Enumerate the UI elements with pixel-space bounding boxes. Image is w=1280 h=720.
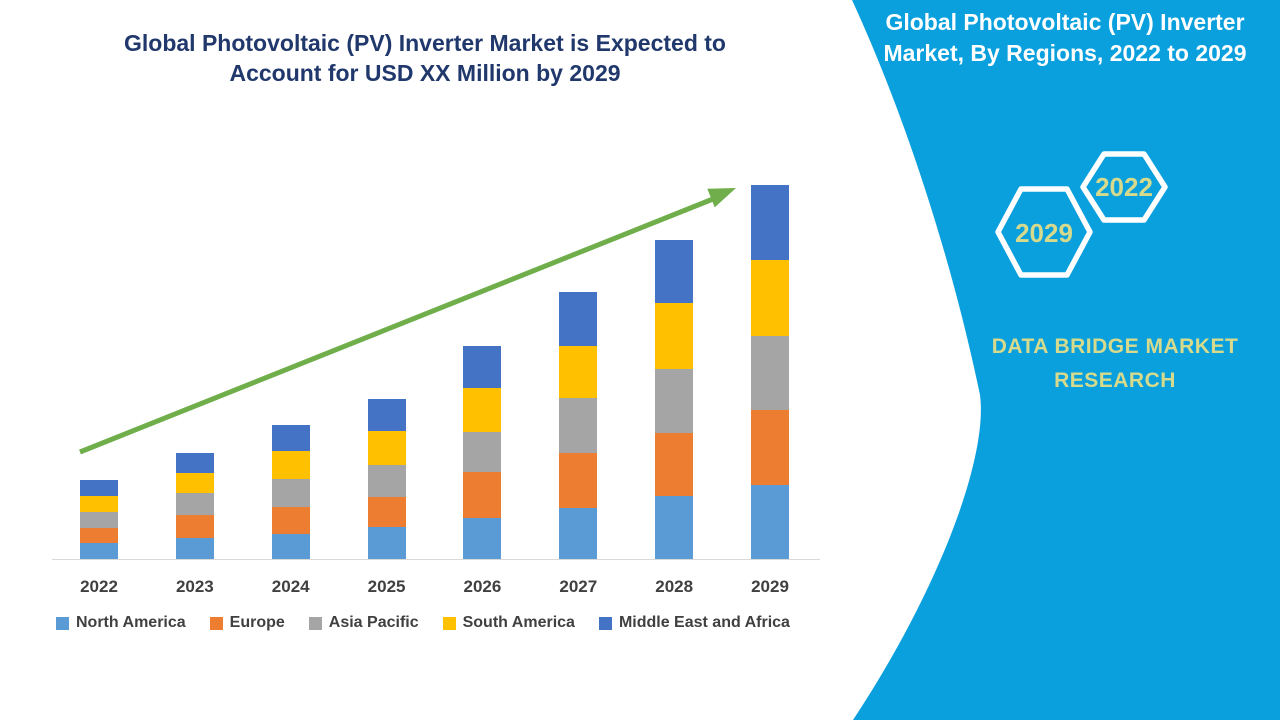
x-axis-line [52,559,820,560]
bar-2023-segment-north-america [175,538,214,559]
plot-area [52,159,798,559]
bar-2023-segment-asia-pacific [175,493,214,515]
chart-title-line1: Global Photovoltaic (PV) Inverter Market… [124,30,726,56]
x-axis-label-2029: 2029 [751,577,789,596]
hexagon-2022: 2022 [1080,151,1168,223]
hexagon-2029: 2029 [995,186,1093,278]
x-axis-label-2022: 2022 [80,577,118,596]
bar-2022-segment-asia-pacific [80,512,118,528]
chart-title-line2: Account for USD XX Million by 2029 [229,60,621,86]
legend-label-south-america: South America [462,614,575,631]
legend: North America Europe Asia Pacific South Ame… [56,614,790,632]
legend-swatch-asia-pacific [308,616,322,630]
bar-2027 [559,292,598,559]
chart-title: Global Photovoltaic (PV) Inverter Market… [52,28,798,88]
bar-2023-segment-europe [175,515,214,538]
bar-2024-segment-north-america [271,534,310,559]
bar-2023 [175,453,214,559]
bar-2024-segment-asia-pacific [271,479,310,507]
bar-2022-segment-middle-east-and-africa [80,480,118,496]
x-axis-label-2028: 2028 [655,577,694,596]
bar-2025-segment-europe [367,497,406,527]
x-axis-labels: 2022 2023 2024 2025 2026 2027 2028 2029 [52,577,798,599]
panel-title-line1: Global Photovoltaic (PV) Inverter [885,9,1245,35]
x-axis-label-2027: 2027 [559,577,598,596]
hexagon-2029-outline [995,186,1093,278]
legend-item-south-america: South America [442,614,575,632]
x-axis-label-2026: 2026 [463,577,502,596]
bar-2024-segment-europe [271,507,310,534]
bar-2023-segment-south-america [175,473,214,493]
bar-2028 [655,240,694,559]
bar-2029-segment-europe [751,410,790,485]
bar-2029-segment-north-america [751,485,790,559]
brand-text: DATA BRIDGE MARKET RESEARCH [955,330,1275,398]
bar-2022-segment-north-america [80,543,118,559]
hexagon-2029-label: 2029 [1015,218,1073,248]
x-axis-label-2023: 2023 [175,577,214,596]
bar-2025 [367,399,406,559]
legend-swatch-north-america [56,616,69,630]
bar-2027-segment-middle-east-and-africa [559,292,598,346]
legend-label-middle-east-and-africa: Middle East and Africa [618,614,790,631]
legend-item-asia-pacific: Asia Pacific [308,614,419,632]
bar-2026-segment-asia-pacific [463,432,502,472]
legend-swatch-europe [209,616,223,630]
bar-2028-segment-europe [655,433,694,496]
bar-2026-segment-north-america [463,518,502,559]
bar-2028-segment-asia-pacific [655,369,694,433]
bar-2028-segment-middle-east-and-africa [655,240,694,303]
legend-item-north-america: North America [56,614,186,632]
legend-label-europe: Europe [229,614,285,631]
bar-2025-segment-middle-east-and-africa [367,399,406,431]
brand-line2: RESEARCH [1054,369,1176,392]
bar-2022-segment-europe [80,528,118,543]
bar-2027-segment-asia-pacific [559,398,598,453]
right-panel-background [852,0,1280,720]
bar-2022 [80,480,118,559]
legend-item-europe: Europe [209,614,285,632]
bar-2027-segment-north-america [559,508,598,559]
hexagon-2022-outline [1080,151,1168,223]
bar-2023-segment-middle-east-and-africa [175,453,214,473]
bar-2027-segment-south-america [559,346,598,398]
bar-2025-segment-north-america [367,527,406,559]
bar-2024-segment-middle-east-and-africa [271,425,310,451]
panel-title-line2: Market, By Regions, 2022 to 2029 [883,40,1247,66]
legend-swatch-south-america [442,616,456,630]
bar-2029-segment-asia-pacific [751,336,790,410]
x-axis-label-2024: 2024 [271,577,310,596]
bar-2026-segment-europe [463,472,502,518]
bar-2028-segment-north-america [655,496,694,559]
bar-2027-segment-europe [559,453,598,508]
hexagon-2022-label: 2022 [1095,172,1153,202]
bar-2024-segment-south-america [271,451,310,479]
bar-2022-segment-south-america [80,496,118,512]
x-axis-label-2025: 2025 [367,577,406,596]
panel-title: Global Photovoltaic (PV) Inverter Market… [862,7,1268,69]
legend-label-north-america: North America [76,614,186,631]
bar-2024 [271,425,310,559]
bar-2026-segment-south-america [463,388,502,432]
legend-item-middle-east-and-africa: Middle East and Africa [598,614,790,632]
legend-swatch-middle-east-and-africa [598,616,612,630]
legend-label-asia-pacific: Asia Pacific [328,614,419,631]
trend-arrow-icon [79,188,736,455]
bar-2026-segment-middle-east-and-africa [463,346,502,388]
bar-2025-segment-south-america [367,431,406,465]
bar-2028-segment-south-america [655,303,694,369]
bar-2026 [463,346,502,559]
bar-2029-segment-middle-east-and-africa [751,185,790,260]
brand-line1: DATA BRIDGE MARKET [991,335,1239,358]
bar-2029 [751,185,790,559]
bar-2025-segment-asia-pacific [367,465,406,497]
bar-2029-segment-south-america [751,260,790,336]
